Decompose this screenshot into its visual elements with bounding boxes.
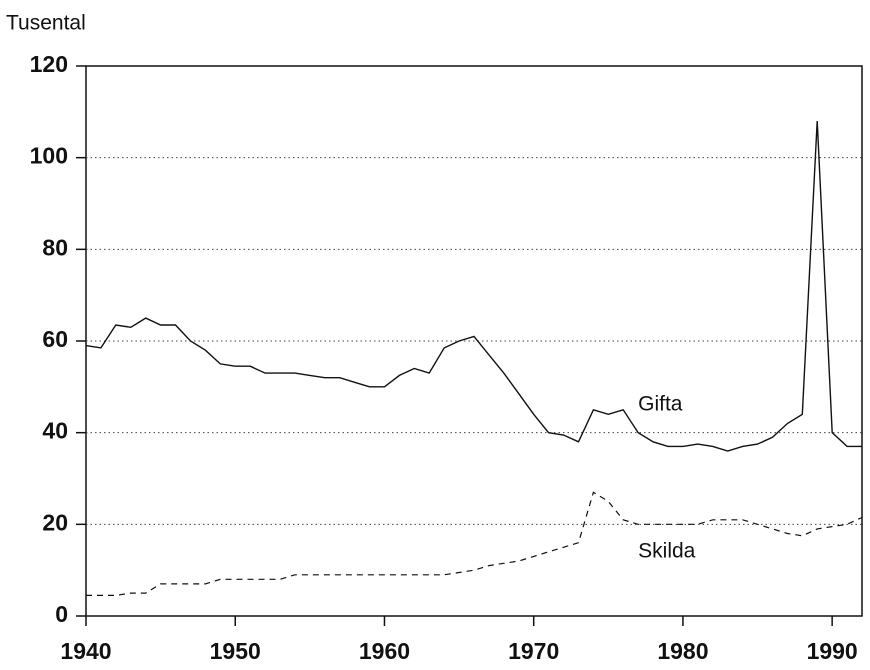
- x-tick-label: 1990: [807, 638, 858, 664]
- y-tick-label: 80: [42, 234, 68, 260]
- y-axis-label: Tusental: [6, 12, 86, 35]
- y-tick-label: 0: [55, 601, 68, 627]
- y-tick-label: 100: [30, 143, 68, 169]
- series-label: Skilda: [638, 539, 696, 562]
- x-tick-label: 1950: [210, 638, 261, 664]
- y-tick-label: 40: [42, 418, 68, 444]
- x-tick-label: 1940: [60, 638, 111, 664]
- y-tick-label: 120: [30, 51, 68, 77]
- x-tick-label: 1970: [508, 638, 559, 664]
- series-label: Gifta: [638, 393, 683, 416]
- x-tick-label: 1960: [359, 638, 410, 664]
- x-tick-label: 1980: [657, 638, 708, 664]
- series-line: [86, 491, 863, 596]
- y-tick-label: 20: [42, 509, 68, 535]
- y-tick-label: 60: [42, 326, 68, 352]
- series-line: [85, 120, 862, 452]
